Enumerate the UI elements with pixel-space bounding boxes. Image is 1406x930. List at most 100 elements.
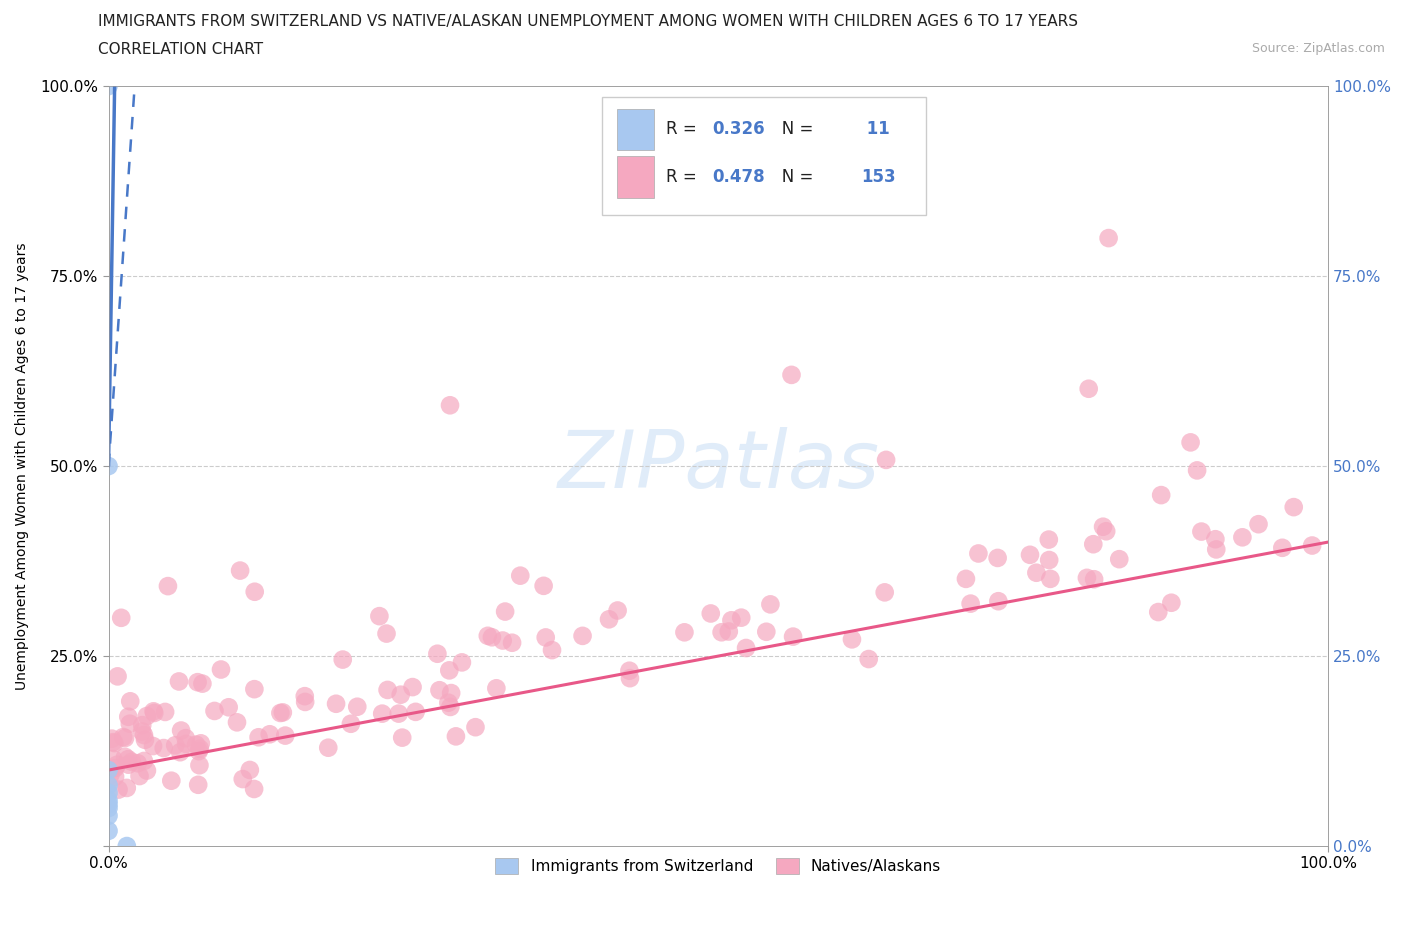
- Text: IMMIGRANTS FROM SWITZERLAND VS NATIVE/ALASKAN UNEMPLOYMENT AMONG WOMEN WITH CHIL: IMMIGRANTS FROM SWITZERLAND VS NATIVE/AL…: [98, 14, 1078, 29]
- Point: [1038, 532, 1060, 547]
- Point: [955, 571, 977, 586]
- Point: [619, 663, 641, 678]
- Point: [477, 629, 499, 644]
- Point: [104, 769, 127, 784]
- Legend: Immigrants from Switzerland, Natives/Alaskans: Immigrants from Switzerland, Natives/Ala…: [489, 852, 948, 880]
- Point: [169, 745, 191, 760]
- Point: [858, 652, 880, 667]
- Point: [619, 671, 641, 685]
- Point: [492, 633, 515, 648]
- Point: [247, 730, 270, 745]
- Point: [174, 731, 197, 746]
- Point: [759, 597, 782, 612]
- Point: [121, 754, 143, 769]
- Point: [131, 718, 153, 733]
- Point: [132, 753, 155, 768]
- Point: [114, 750, 136, 764]
- Point: [1025, 565, 1047, 580]
- Point: [184, 737, 207, 752]
- Point: [340, 716, 363, 731]
- Point: [160, 773, 183, 788]
- Point: [259, 727, 281, 742]
- Point: [117, 757, 139, 772]
- Point: [1147, 604, 1170, 619]
- Point: [101, 751, 124, 766]
- Point: [780, 367, 803, 382]
- Point: [730, 610, 752, 625]
- Point: [117, 751, 139, 766]
- Point: [104, 761, 127, 776]
- Point: [229, 564, 252, 578]
- Point: [132, 727, 155, 742]
- Point: [1271, 540, 1294, 555]
- Text: 0.326: 0.326: [713, 120, 765, 139]
- Point: [187, 777, 209, 792]
- Point: [101, 735, 124, 750]
- Point: [875, 453, 897, 468]
- Point: [571, 629, 593, 644]
- Point: [142, 704, 165, 719]
- Point: [755, 624, 778, 639]
- Text: 11: 11: [860, 120, 890, 139]
- Point: [720, 613, 742, 628]
- Text: R =: R =: [666, 120, 702, 139]
- Y-axis label: Unemployment Among Women with Children Ages 6 to 17 years: Unemployment Among Women with Children A…: [15, 243, 30, 690]
- Point: [115, 780, 138, 795]
- Point: [735, 641, 758, 656]
- Point: [97, 797, 120, 812]
- Point: [97, 458, 120, 473]
- Point: [156, 578, 179, 593]
- Point: [187, 744, 209, 759]
- Point: [782, 630, 804, 644]
- Point: [429, 683, 451, 698]
- Point: [153, 705, 176, 720]
- Point: [97, 793, 120, 808]
- Point: [371, 706, 394, 721]
- Point: [188, 758, 211, 773]
- Point: [97, 786, 120, 801]
- Point: [325, 697, 347, 711]
- Point: [97, 808, 120, 823]
- Point: [142, 738, 165, 753]
- Point: [444, 729, 467, 744]
- Point: [439, 398, 461, 413]
- Point: [243, 682, 266, 697]
- Point: [405, 704, 427, 719]
- Point: [243, 584, 266, 599]
- Point: [1076, 570, 1098, 585]
- Point: [152, 740, 174, 755]
- Point: [987, 551, 1010, 565]
- Point: [170, 724, 193, 738]
- Bar: [602, 98, 925, 215]
- Point: [1160, 595, 1182, 610]
- Point: [717, 624, 740, 639]
- Point: [1301, 538, 1323, 553]
- Point: [1205, 542, 1227, 557]
- Point: [107, 782, 129, 797]
- Point: [232, 772, 254, 787]
- Point: [494, 604, 516, 619]
- Point: [269, 706, 291, 721]
- Point: [97, 79, 120, 94]
- Bar: [617, 109, 654, 151]
- Point: [700, 606, 723, 621]
- Point: [1019, 548, 1042, 563]
- Point: [97, 763, 120, 777]
- Point: [1204, 532, 1226, 547]
- Point: [541, 643, 564, 658]
- Point: [1092, 519, 1115, 534]
- Text: CORRELATION CHART: CORRELATION CHART: [98, 42, 263, 57]
- Text: R =: R =: [666, 168, 702, 186]
- Point: [501, 635, 523, 650]
- Point: [128, 768, 150, 783]
- Point: [464, 720, 486, 735]
- Point: [1180, 435, 1202, 450]
- Text: N =: N =: [766, 168, 818, 186]
- Point: [440, 685, 463, 700]
- Point: [388, 706, 411, 721]
- Point: [204, 703, 226, 718]
- Point: [120, 694, 142, 709]
- Point: [271, 705, 294, 720]
- Point: [115, 839, 138, 854]
- Point: [509, 568, 531, 583]
